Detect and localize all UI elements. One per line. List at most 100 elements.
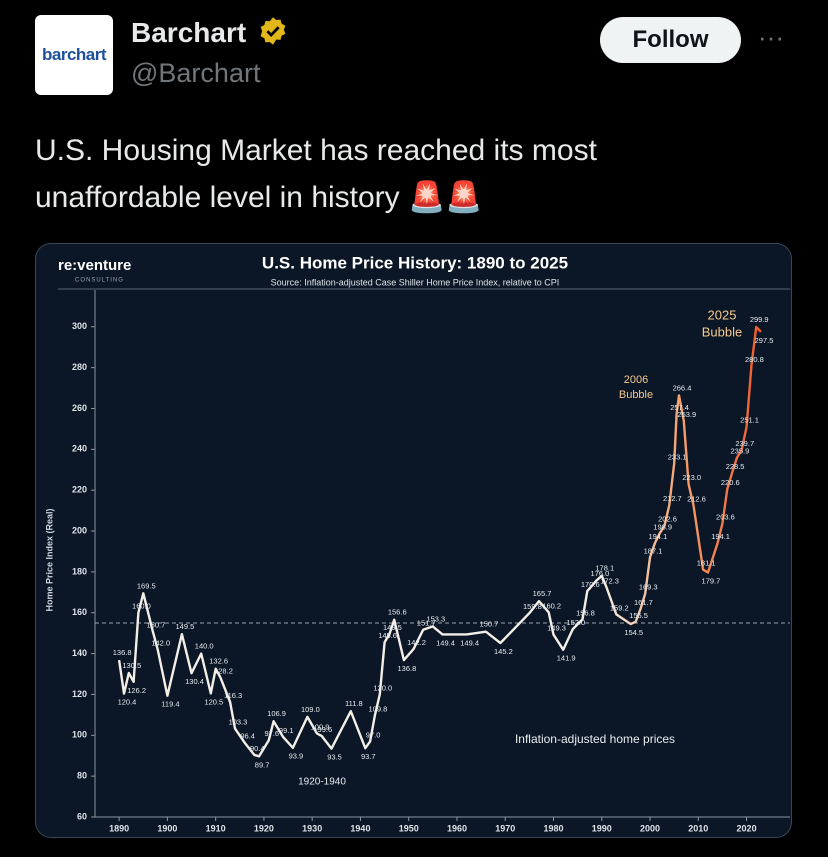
data-label: 179.7 — [702, 576, 721, 585]
brand-sub: CONSULTING — [75, 278, 124, 284]
data-label: 119.4 — [161, 700, 179, 709]
x-tick-label: 1920 — [254, 823, 274, 833]
data-label: 136.8 — [397, 664, 416, 673]
data-label: 93.5 — [327, 753, 342, 762]
data-label: 128.2 — [214, 667, 233, 676]
data-label: 153.3 — [426, 614, 445, 623]
y-tick-label: 300 — [72, 321, 87, 331]
data-label: 93.9 — [289, 752, 304, 761]
data-label: 96.4 — [240, 732, 255, 741]
data-label: 150.7 — [480, 620, 499, 629]
data-label: 159.8 — [523, 602, 542, 611]
y-tick-label: 180 — [72, 566, 87, 576]
data-label: 253.9 — [677, 410, 696, 419]
data-label: 142.0 — [151, 638, 170, 647]
data-label: 116.3 — [224, 691, 242, 700]
data-label: 194.1 — [648, 532, 667, 541]
x-tick-label: 1930 — [302, 823, 322, 833]
y-tick-label: 80 — [77, 771, 87, 781]
data-label: 130.4 — [185, 677, 204, 686]
data-label: 145.2 — [494, 647, 513, 656]
data-label: 155.5 — [629, 611, 648, 620]
x-tick-label: 2000 — [640, 823, 660, 833]
follow-button[interactable]: Follow — [600, 17, 741, 63]
data-label: 251.1 — [740, 416, 759, 425]
more-button[interactable]: ··· — [758, 22, 784, 52]
data-label: 169.5 — [137, 581, 156, 590]
data-label: 149.3 — [547, 624, 566, 633]
data-label: 141.9 — [557, 654, 576, 663]
data-label: 160.0 — [132, 602, 151, 611]
data-label: 154.5 — [624, 628, 643, 637]
data-label: 89.7 — [255, 760, 270, 769]
data-label: 181.1 — [697, 559, 716, 568]
author-name[interactable]: Barchart — [131, 16, 288, 49]
y-tick-label: 140 — [72, 648, 87, 658]
data-label: 233.1 — [668, 452, 687, 461]
y-tick-label: 100 — [72, 730, 87, 740]
chart: re:venture CONSULTING U.S. Home Price Hi… — [35, 243, 792, 838]
chart-background — [35, 243, 792, 838]
data-label: 100.9 — [311, 722, 330, 731]
x-tick-label: 1960 — [447, 823, 467, 833]
data-label: 109.0 — [301, 705, 320, 714]
price-line — [117, 325, 762, 758]
data-label: 299.9 — [750, 315, 769, 324]
y-tick-label: 260 — [72, 403, 87, 413]
data-label: 212.6 — [687, 494, 706, 503]
data-label: 220.6 — [721, 478, 740, 487]
x-tick-label: 1890 — [109, 823, 129, 833]
author-name-text[interactable]: Barchart — [131, 17, 247, 48]
data-label: 239.7 — [735, 439, 754, 448]
data-label: 120.0 — [373, 683, 392, 692]
data-label: 106.9 — [267, 709, 286, 718]
annotation: 2025 — [708, 307, 737, 322]
x-tick-label: 1980 — [543, 823, 563, 833]
data-label: 156.6 — [388, 608, 407, 617]
tweet-text: U.S. Housing Market has reached its most… — [35, 134, 597, 214]
data-label: 149.5 — [175, 622, 194, 631]
x-tick-label: 1910 — [206, 823, 226, 833]
data-label: 257.4 — [670, 403, 689, 412]
data-label: 152.0 — [566, 618, 585, 627]
data-label: 93.7 — [361, 752, 376, 761]
y-axis-label: Home Price Index (Real) — [44, 508, 54, 611]
data-label: 280.8 — [745, 355, 764, 364]
y-tick-label: 240 — [72, 444, 87, 454]
data-label: 178.1 — [595, 564, 614, 573]
data-label: 161.7 — [634, 598, 653, 607]
chart-title: U.S. Home Price History: 1890 to 2025 — [262, 253, 568, 272]
data-label: 160.2 — [542, 601, 561, 610]
data-label: 169.3 — [639, 583, 658, 592]
data-label: 97.6 — [264, 729, 279, 738]
data-label: 99.1 — [279, 726, 294, 735]
x-tick-label: 1970 — [495, 823, 515, 833]
data-label: 194.1 — [711, 532, 730, 541]
data-label: 149.5 — [383, 623, 402, 632]
avatar[interactable]: barchart — [35, 15, 113, 95]
data-label: 165.7 — [533, 589, 552, 598]
y-tick-label: 200 — [72, 525, 87, 535]
data-label: 126.2 — [127, 686, 146, 695]
x-tick-label: 2010 — [688, 823, 708, 833]
x-tick-label: 1950 — [399, 823, 419, 833]
author-handle[interactable]: @Barchart — [131, 58, 261, 88]
data-label: 120.5 — [204, 697, 223, 706]
verified-badge — [260, 17, 286, 45]
data-label: 149.4 — [460, 638, 479, 647]
data-label: 297.5 — [755, 336, 774, 345]
brand: re:venture — [58, 257, 131, 274]
chart-subtitle: Source: Inflation-adjusted Case Shiller … — [271, 277, 560, 287]
data-label: 99.6 — [318, 725, 333, 734]
x-tick-label: 2020 — [737, 823, 757, 833]
x-tick-label: 1940 — [350, 823, 370, 833]
y-tick-label: 160 — [72, 607, 87, 617]
data-label: 172.3 — [600, 577, 619, 586]
data-label: 266.4 — [673, 383, 692, 392]
data-label: 120.4 — [118, 698, 137, 707]
data-label: 156.8 — [576, 608, 595, 617]
data-label: 111.8 — [345, 699, 363, 708]
annotation: 2006 — [624, 374, 648, 386]
data-label: 159.2 — [610, 603, 629, 612]
